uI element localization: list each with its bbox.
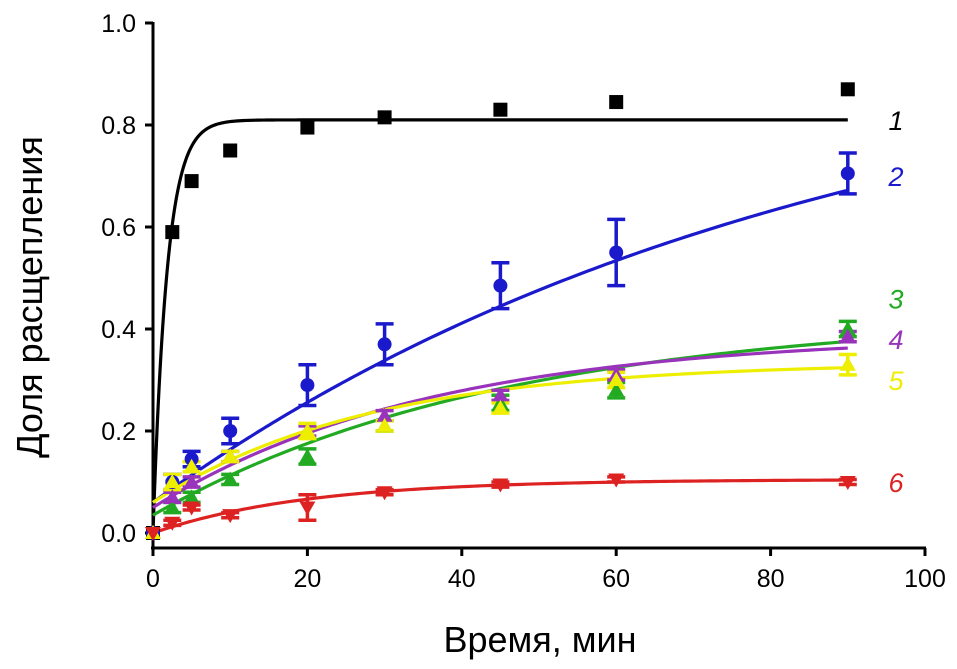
data-point-4 <box>376 407 393 422</box>
data-point-4 <box>164 489 181 504</box>
data-points <box>145 82 856 541</box>
data-point-1 <box>377 110 392 125</box>
data-point-5 <box>376 417 393 432</box>
data-point-2 <box>377 337 392 352</box>
y-axis-title: Доля расщепления <box>9 136 50 458</box>
data-point-6 <box>376 486 393 501</box>
y-tick-label: 0.8 <box>101 112 136 140</box>
data-point-5 <box>183 458 200 473</box>
series-label-2: 2 <box>887 162 903 192</box>
data-point-6 <box>183 501 200 516</box>
data-point-5 <box>492 400 509 415</box>
y-tick-label: 0.4 <box>101 316 136 344</box>
data-point-5 <box>222 448 239 463</box>
series-label-6: 6 <box>888 468 904 498</box>
data-point-2 <box>300 378 315 393</box>
x-tick-label: 80 <box>757 565 785 593</box>
x-tick-label: 60 <box>602 565 630 593</box>
data-point-4 <box>183 474 200 488</box>
data-point-2 <box>609 245 624 260</box>
series-label-3: 3 <box>888 284 903 314</box>
data-point-5 <box>299 423 316 437</box>
fit-curve-2 <box>151 188 849 504</box>
y-tick-label: 1.0 <box>101 10 136 38</box>
data-point-2 <box>493 278 508 293</box>
data-point-6 <box>145 527 161 541</box>
data-point-3 <box>839 321 856 335</box>
data-point-6 <box>222 509 239 524</box>
data-point-5 <box>608 372 625 386</box>
axes <box>151 22 926 550</box>
data-point-3 <box>299 448 316 463</box>
data-point-6 <box>492 478 509 493</box>
data-point-2 <box>223 424 238 438</box>
y-tick-label: 0.0 <box>101 520 136 548</box>
y-tick-label: 0.6 <box>101 214 136 242</box>
data-point-3 <box>222 471 239 486</box>
data-point-2 <box>840 166 855 181</box>
series-labels: 1 2 3 4 5 6 <box>887 106 904 498</box>
ticks: 0 20 40 60 80 100 0.0 0.2 0.4 0.6 0.8 1.0 <box>101 10 946 593</box>
data-point-1 <box>184 174 199 189</box>
x-tick-label: 40 <box>448 565 476 593</box>
data-point-6 <box>164 516 181 531</box>
data-point-4 <box>839 328 856 343</box>
series-label-1: 1 <box>888 106 903 136</box>
data-point-5 <box>839 356 856 371</box>
x-tick-label: 0 <box>146 565 160 593</box>
data-point-6 <box>299 501 316 516</box>
data-point-1 <box>300 120 315 135</box>
data-point-3 <box>183 489 200 504</box>
data-point-3 <box>164 499 181 514</box>
data-point-4 <box>492 387 509 402</box>
fit-curves <box>151 118 849 535</box>
x-axis-title: Время, мин <box>443 619 636 660</box>
series-label-4: 4 <box>888 325 903 355</box>
data-point-6 <box>839 476 856 490</box>
data-point-1 <box>223 143 238 158</box>
data-point-1 <box>609 95 624 110</box>
data-point-1 <box>165 225 180 240</box>
y-tick-label: 0.2 <box>101 418 136 446</box>
fit-curve-1 <box>151 118 848 534</box>
data-point-1 <box>493 102 508 117</box>
data-point-6 <box>608 473 625 488</box>
data-point-1 <box>840 82 855 97</box>
x-tick-label: 100 <box>904 565 946 593</box>
series-label-5: 5 <box>888 366 904 396</box>
error-bars <box>163 151 857 528</box>
data-point-5 <box>164 474 181 488</box>
x-tick-label: 20 <box>293 565 321 593</box>
data-point-3 <box>608 382 625 397</box>
